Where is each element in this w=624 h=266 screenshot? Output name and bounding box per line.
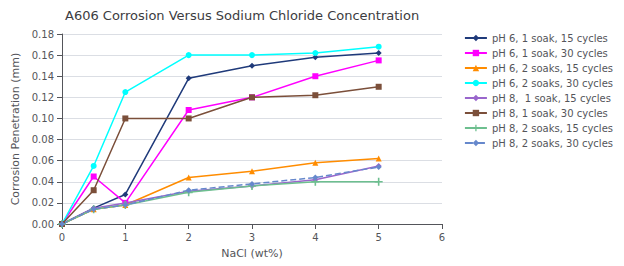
svg-text:0.18: 0.18: [32, 29, 54, 40]
svg-text:pH 8, 2 soaks, 30 cycles: pH 8, 2 soaks, 30 cycles: [492, 138, 613, 149]
svg-text:0.14: 0.14: [32, 71, 54, 82]
svg-text:6: 6: [439, 232, 445, 243]
svg-text:0.08: 0.08: [32, 134, 54, 145]
svg-text:0: 0: [59, 232, 65, 243]
svg-text:0.10: 0.10: [32, 113, 54, 124]
svg-text:pH 6, 2 soaks, 15 cycles: pH 6, 2 soaks, 15 cycles: [492, 63, 613, 74]
svg-text:4: 4: [312, 232, 318, 243]
svg-text:0.02: 0.02: [32, 197, 54, 208]
svg-text:pH 6, 1 soak, 15 cycles: pH 6, 1 soak, 15 cycles: [492, 33, 608, 44]
svg-text:pH 6, 1 soak, 30 cycles: pH 6, 1 soak, 30 cycles: [492, 48, 608, 59]
svg-text:2: 2: [185, 232, 191, 243]
svg-text:pH 8, 1 soak, 15 cycles: pH 8, 1 soak, 15 cycles: [492, 93, 611, 104]
svg-text:5: 5: [375, 232, 381, 243]
svg-text:pH 8, 2 soaks, 15 cycles: pH 8, 2 soaks, 15 cycles: [492, 123, 613, 134]
svg-text:0.16: 0.16: [32, 50, 54, 61]
svg-text:0.06: 0.06: [32, 155, 54, 166]
svg-text:pH 8, 1 soak, 30 cycles: pH 8, 1 soak, 30 cycles: [492, 108, 608, 119]
svg-text:3: 3: [249, 232, 255, 243]
svg-text:A606 Corrosion Versus Sodium C: A606 Corrosion Versus Sodium Chloride Co…: [65, 8, 419, 23]
svg-text:0.04: 0.04: [32, 176, 54, 187]
svg-text:1: 1: [122, 232, 128, 243]
svg-text:Corrosion Penetration (mm): Corrosion Penetration (mm): [9, 53, 22, 206]
svg-text:0.12: 0.12: [32, 92, 54, 103]
svg-text:0.00: 0.00: [32, 219, 54, 230]
svg-text:pH 6, 2 soaks, 30 cycles: pH 6, 2 soaks, 30 cycles: [492, 78, 613, 89]
svg-text:NaCl (wt%): NaCl (wt%): [221, 247, 283, 260]
